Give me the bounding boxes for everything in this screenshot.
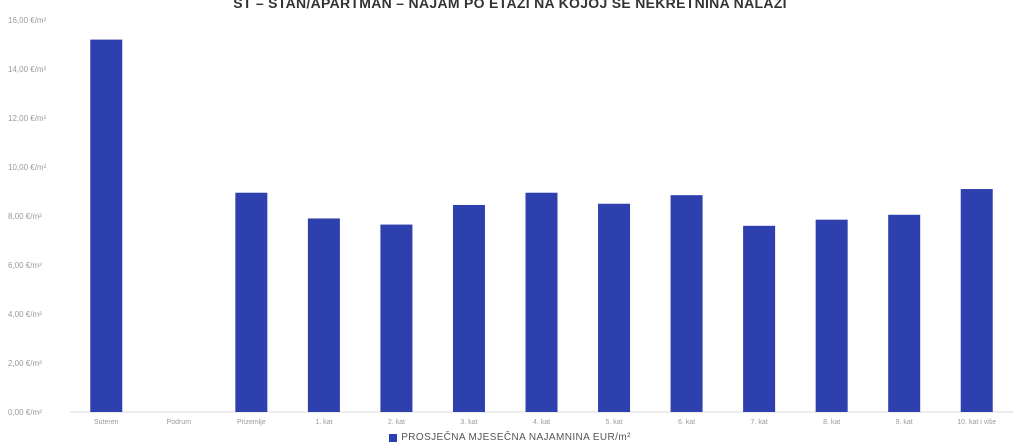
bar — [235, 192, 268, 412]
bar — [743, 225, 776, 412]
y-tick-label: 12,00 €/m² — [8, 114, 47, 123]
x-tick-label: 7. kat — [751, 419, 768, 426]
x-tick-label: Podrum — [167, 419, 192, 426]
x-tick-label: 4. kat — [533, 419, 550, 426]
bar — [452, 204, 485, 412]
y-tick-label: 0,00 €/m² — [8, 408, 42, 417]
y-tick-label: 14,00 €/m² — [8, 65, 47, 74]
y-tick-label: 2,00 €/m² — [8, 359, 42, 368]
bar — [307, 218, 340, 412]
x-tick-label: Prizemlje — [237, 419, 266, 426]
chart-title: ST – STAN/APARTMAN – NAJAM PO ETAŽI NA K… — [233, 0, 787, 11]
legend-swatch — [389, 433, 398, 442]
bar — [888, 214, 921, 412]
bar — [525, 192, 558, 412]
y-tick-label: 6,00 €/m² — [8, 261, 42, 270]
bar — [380, 224, 413, 412]
x-tick-label: 3. kat — [460, 419, 477, 426]
x-tick-label: 8. kat — [823, 419, 840, 426]
bar — [90, 39, 123, 412]
legend-label: PROSJEČNA MJESEČNA NAJAMNINA EUR/m² — [401, 432, 631, 443]
bar — [960, 189, 993, 412]
bar — [815, 219, 848, 412]
bar — [598, 203, 631, 412]
x-tick-label: Suteren — [94, 419, 119, 426]
y-tick-label: 10,00 €/m² — [8, 163, 47, 172]
x-tick-label: 1. kat — [315, 419, 332, 426]
y-tick-label: 8,00 €/m² — [8, 212, 42, 221]
x-tick-label: 2. kat — [388, 419, 405, 426]
y-tick-label: 4,00 €/m² — [8, 310, 42, 319]
y-tick-label: 16,00 €/m² — [8, 16, 47, 25]
x-tick-label: 10. kat i više — [957, 419, 996, 426]
x-tick-label: 9. kat — [896, 419, 913, 426]
x-tick-label: 5. kat — [605, 419, 622, 426]
chart-legend: PROSJEČNA MJESEČNA NAJAMNINA EUR/m² — [0, 432, 1020, 443]
bar — [670, 195, 703, 412]
x-tick-label: 6. kat — [678, 419, 695, 426]
